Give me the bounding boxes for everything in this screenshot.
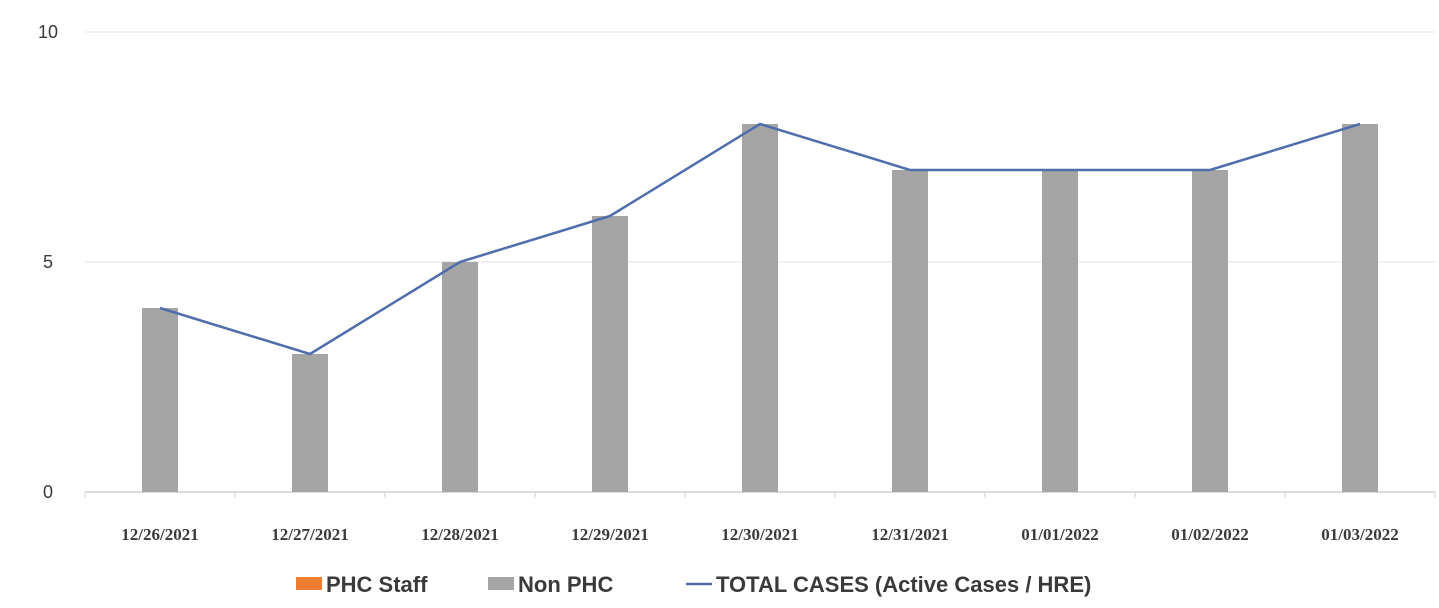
x-axis-ticks: 12/26/2021 12/27/2021 12/28/2021 12/29/2021…: [121, 525, 1398, 544]
bars: [142, 124, 1378, 492]
legend-label-non-phc: Non PHC: [518, 572, 613, 597]
bar-non-phc-4: [742, 124, 778, 492]
x-tick-label: 01/01/2022: [1021, 525, 1098, 544]
bar-non-phc-3: [592, 216, 628, 492]
legend: PHC Staff Non PHC TOTAL CASES (Active Case…: [296, 572, 1091, 597]
legend-label-phc-staff: PHC Staff: [326, 572, 428, 597]
x-tick-label: 12/27/2021: [271, 525, 348, 544]
bar-non-phc-7: [1192, 170, 1228, 492]
bar-non-phc-6: [1042, 170, 1078, 492]
bar-non-phc-2: [442, 262, 478, 492]
x-tick-label: 01/03/2022: [1321, 525, 1398, 544]
bar-non-phc-8: [1342, 124, 1378, 492]
x-tick-label: 12/31/2021: [871, 525, 948, 544]
x-axis: [84, 491, 1436, 498]
x-tick-label: 01/02/2022: [1171, 525, 1248, 544]
y-tick-label: 10: [38, 22, 58, 42]
line-total-cases: [159, 122, 1361, 356]
x-tick-label: 12/28/2021: [421, 525, 498, 544]
y-tick-label: 5: [43, 252, 53, 272]
x-tick-label: 12/30/2021: [721, 525, 798, 544]
bar-non-phc-5: [892, 170, 928, 492]
legend-swatch-non-phc: [488, 577, 514, 590]
bar-non-phc-1: [292, 354, 328, 492]
lines: [159, 122, 1361, 356]
bar-non-phc-0: [142, 308, 178, 492]
legend-label-total-cases-active-cases-hre: TOTAL CASES (Active Cases / HRE): [716, 572, 1091, 597]
y-axis-ticks: 0 5 10: [38, 22, 58, 502]
x-tick-label: 12/29/2021: [571, 525, 648, 544]
x-tick-label: 12/26/2021: [121, 525, 198, 544]
y-tick-label: 0: [43, 482, 53, 502]
legend-swatch-phc-staff: [296, 577, 322, 590]
